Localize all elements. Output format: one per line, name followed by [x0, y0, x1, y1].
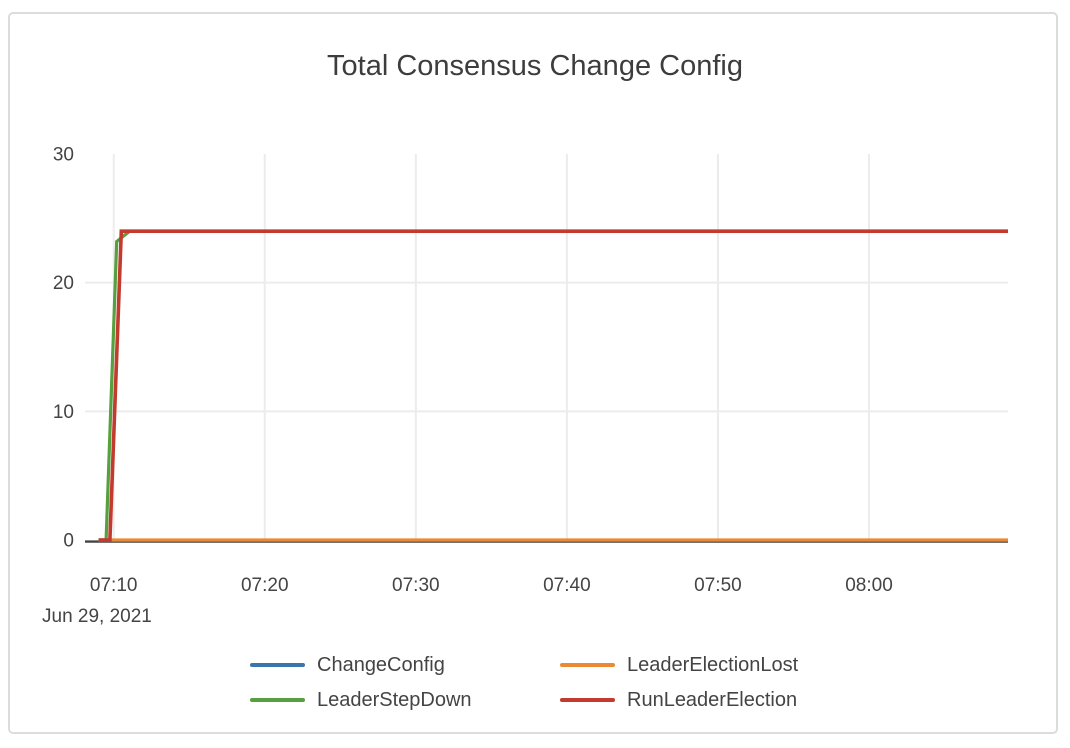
y-tick-label: 0	[63, 531, 74, 552]
series-line-RunLeaderElection[interactable]	[98, 229, 1008, 542]
legend-item-LeaderElectionLost[interactable]: LeaderElectionLost	[560, 653, 798, 677]
chart-title: Total Consensus Change Config	[327, 50, 743, 82]
legend-swatch-LeaderElectionLost	[560, 663, 615, 667]
x-tick-label: 07:10	[90, 575, 138, 596]
x-axis-date-label: Jun 29, 2021	[42, 606, 152, 627]
y-tick-label: 10	[53, 402, 74, 423]
legend-swatch-ChangeConfig	[250, 663, 305, 667]
legend-item-LeaderStepDown[interactable]: LeaderStepDown	[250, 688, 560, 712]
legend-label: ChangeConfig	[317, 654, 445, 676]
legend-swatch-RunLeaderElection	[560, 698, 615, 702]
legend: ChangeConfig LeaderElectionLost LeaderStep…	[250, 653, 798, 712]
y-tick-label: 30	[53, 145, 74, 166]
x-tick-label: 08:00	[845, 575, 893, 596]
x-tick-label: 07:30	[392, 575, 440, 596]
series-line-LeaderStepDown[interactable]	[98, 229, 1008, 542]
legend-swatch-LeaderStepDown	[250, 698, 305, 702]
x-tick-label: 07:20	[241, 575, 289, 596]
legend-label: RunLeaderElection	[627, 689, 798, 711]
legend-label: LeaderElectionLost	[627, 654, 799, 676]
legend-label: LeaderStepDown	[317, 689, 472, 711]
y-tick-label: 20	[53, 273, 74, 294]
x-tick-label: 07:40	[543, 575, 591, 596]
legend-item-RunLeaderElection[interactable]: RunLeaderElection	[560, 688, 798, 712]
legend-item-ChangeConfig[interactable]: ChangeConfig	[250, 653, 560, 677]
x-tick-label: 07:50	[694, 575, 742, 596]
chart-card	[8, 12, 1058, 734]
